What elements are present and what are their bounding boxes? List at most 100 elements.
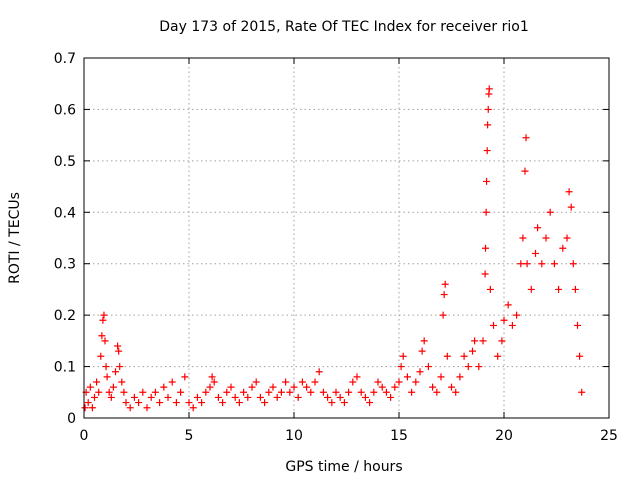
data-point bbox=[214, 393, 222, 401]
data-point bbox=[523, 260, 531, 268]
data-point bbox=[135, 399, 143, 407]
data-point bbox=[576, 352, 584, 360]
data-point bbox=[93, 378, 101, 386]
data-point bbox=[248, 383, 256, 391]
data-point bbox=[223, 388, 231, 396]
data-point bbox=[452, 388, 460, 396]
data-point bbox=[484, 121, 492, 129]
y-tick-label: 0.1 bbox=[54, 360, 76, 376]
data-point bbox=[91, 393, 98, 401]
y-axis-label: ROTI / TECUs bbox=[7, 192, 23, 284]
data-point bbox=[408, 388, 416, 396]
data-point bbox=[151, 388, 159, 396]
data-point bbox=[324, 393, 332, 401]
data-point bbox=[185, 399, 193, 407]
data-point bbox=[416, 368, 424, 376]
data-point bbox=[122, 399, 130, 407]
data-point bbox=[303, 383, 311, 391]
data-point bbox=[160, 383, 168, 391]
data-point bbox=[429, 383, 437, 391]
data-point bbox=[282, 378, 290, 386]
data-point bbox=[483, 147, 491, 155]
y-tick-label: 0.4 bbox=[54, 205, 76, 221]
data-point bbox=[387, 393, 395, 401]
data-point bbox=[366, 399, 374, 407]
data-point bbox=[101, 337, 109, 345]
data-point bbox=[219, 399, 227, 407]
data-point bbox=[399, 352, 407, 360]
data-point bbox=[193, 393, 201, 401]
data-point bbox=[542, 234, 550, 242]
data-point bbox=[374, 378, 382, 386]
data-point bbox=[437, 373, 445, 381]
data-point bbox=[378, 383, 386, 391]
data-point bbox=[139, 388, 147, 396]
data-point bbox=[115, 347, 123, 355]
data-point bbox=[485, 85, 493, 93]
data-point bbox=[311, 378, 319, 386]
data-point bbox=[443, 352, 451, 360]
data-point bbox=[269, 383, 277, 391]
data-point bbox=[559, 244, 567, 252]
data-point bbox=[471, 337, 479, 345]
data-point bbox=[395, 378, 403, 386]
data-point bbox=[99, 316, 107, 324]
data-point bbox=[112, 368, 119, 376]
plot-frame bbox=[83, 57, 610, 419]
data-point bbox=[240, 388, 248, 396]
data-point bbox=[460, 352, 468, 360]
data-point bbox=[103, 373, 111, 381]
data-point bbox=[189, 404, 197, 412]
data-point bbox=[130, 393, 138, 401]
data-point bbox=[294, 393, 302, 401]
x-tick-label: 15 bbox=[390, 428, 408, 444]
data-point bbox=[290, 383, 298, 391]
data-point bbox=[116, 363, 124, 371]
data-point bbox=[486, 285, 494, 293]
data-point bbox=[565, 188, 573, 196]
data-point bbox=[97, 352, 105, 360]
data-point bbox=[298, 378, 306, 386]
data-point bbox=[490, 321, 497, 329]
x-tick-label: 5 bbox=[185, 428, 194, 444]
x-axis-label: GPS time / hours bbox=[285, 459, 402, 475]
data-point bbox=[353, 373, 361, 381]
data-point bbox=[84, 399, 92, 407]
data-point bbox=[168, 378, 176, 386]
data-point bbox=[500, 316, 508, 324]
y-tick-label: 0 bbox=[67, 411, 76, 427]
data-point bbox=[98, 332, 106, 340]
data-point bbox=[345, 388, 353, 396]
data-point bbox=[420, 337, 428, 345]
data-point bbox=[571, 285, 579, 293]
data-point bbox=[336, 393, 344, 401]
data-point bbox=[340, 399, 348, 407]
data-point bbox=[484, 105, 492, 113]
data-point bbox=[504, 301, 512, 309]
data-point bbox=[95, 388, 103, 396]
data-point bbox=[114, 342, 122, 350]
data-point bbox=[120, 388, 128, 396]
data-point bbox=[498, 337, 506, 345]
data-point bbox=[349, 378, 357, 386]
data-point bbox=[555, 285, 563, 293]
y-tick-label: 0.3 bbox=[54, 257, 76, 273]
data-point bbox=[481, 270, 489, 278]
data-point bbox=[307, 388, 315, 396]
data-point bbox=[391, 383, 399, 391]
x-tick-label: 20 bbox=[495, 428, 513, 444]
data-point bbox=[198, 399, 206, 407]
data-point bbox=[538, 260, 546, 268]
data-point bbox=[569, 260, 577, 268]
data-point bbox=[86, 383, 94, 391]
x-tick-label: 10 bbox=[285, 428, 303, 444]
x-tick-label: 0 bbox=[80, 428, 89, 444]
data-point bbox=[273, 393, 281, 401]
data-point bbox=[412, 378, 420, 386]
data-point bbox=[483, 177, 491, 185]
data-point bbox=[508, 321, 516, 329]
x-tick-label: 25 bbox=[600, 428, 618, 444]
data-point bbox=[252, 378, 260, 386]
data-point bbox=[527, 285, 535, 293]
